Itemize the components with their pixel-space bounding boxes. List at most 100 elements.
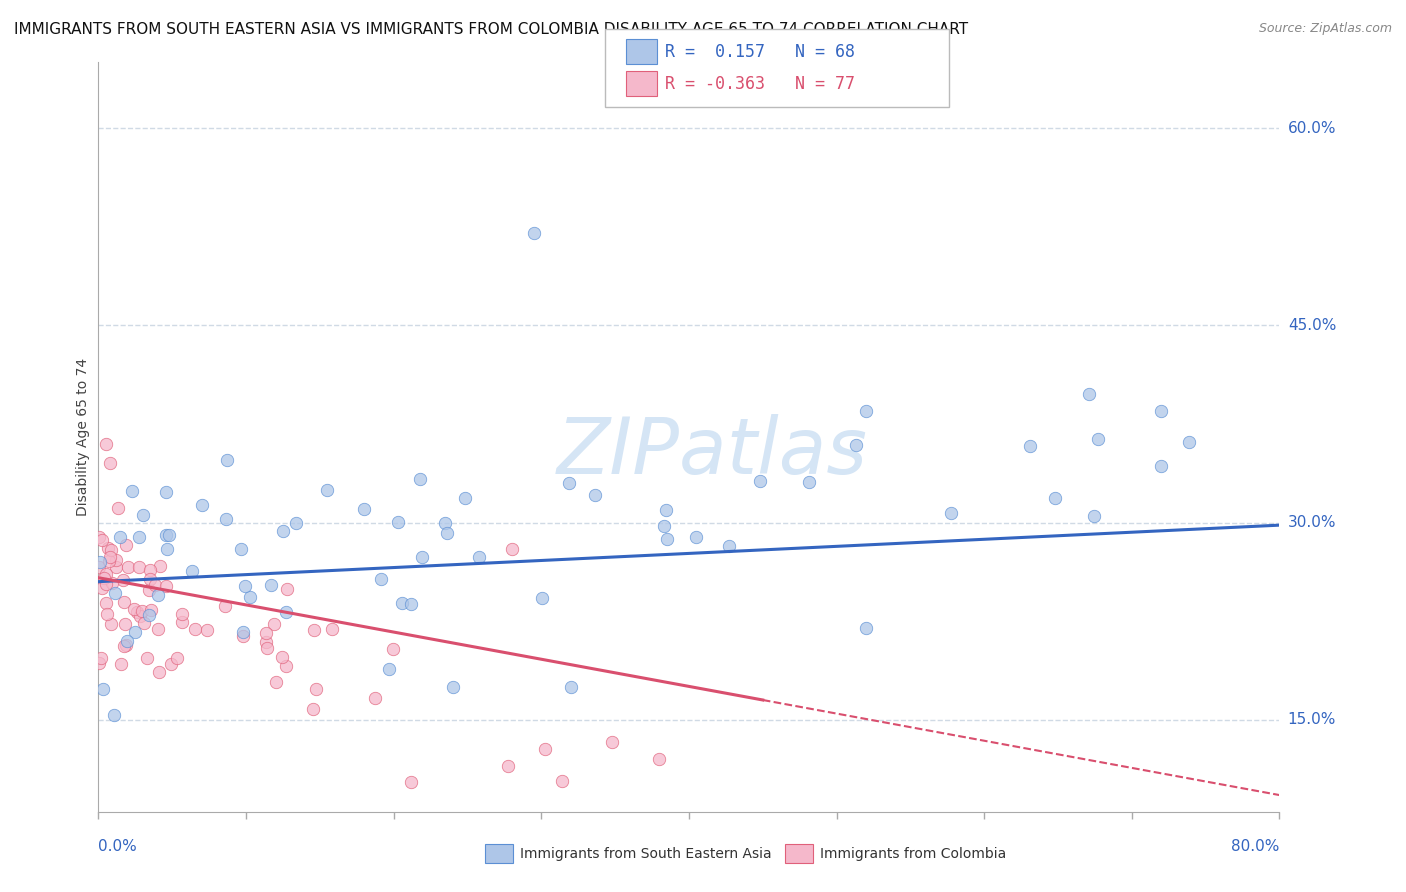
Point — [98, 550, 121, 565]
Point — [302, 623, 325, 637]
Point — [266, 675, 288, 690]
Text: Immigrants from Colombia: Immigrants from Colombia — [820, 847, 1005, 861]
Point — [89, 555, 111, 569]
Point — [115, 634, 138, 648]
Point — [160, 657, 183, 671]
Point — [271, 524, 294, 538]
Point — [139, 603, 162, 617]
Point — [87, 559, 110, 574]
Text: 0.0%: 0.0% — [98, 839, 138, 855]
Point — [114, 617, 136, 632]
Point — [685, 529, 707, 543]
Point — [717, 539, 740, 553]
Point — [166, 651, 188, 665]
Point — [1150, 459, 1173, 474]
Text: 45.0%: 45.0% — [1288, 318, 1336, 333]
Point — [124, 624, 146, 639]
Point — [1045, 491, 1067, 506]
Point — [96, 567, 118, 582]
Point — [1087, 432, 1109, 446]
Point — [1019, 439, 1042, 453]
Point — [1150, 404, 1173, 418]
Point — [122, 601, 145, 615]
Point — [399, 774, 422, 789]
Text: R =  0.157   N = 68: R = 0.157 N = 68 — [665, 43, 855, 61]
Point — [184, 622, 207, 636]
Point — [1077, 386, 1099, 401]
Point — [254, 626, 277, 640]
Point — [146, 622, 169, 636]
Point — [370, 572, 392, 586]
Point — [270, 650, 292, 665]
Point — [378, 662, 401, 676]
Point — [101, 575, 124, 590]
Point — [107, 501, 129, 516]
Text: 30.0%: 30.0% — [1288, 515, 1336, 530]
Point — [114, 537, 136, 551]
Point — [434, 516, 457, 530]
Point — [797, 475, 820, 489]
Text: IMMIGRANTS FROM SOUTH EASTERN ASIA VS IMMIGRANTS FROM COLOMBIA DISABILITY AGE 65: IMMIGRANTS FROM SOUTH EASTERN ASIA VS IM… — [14, 22, 969, 37]
Point — [129, 608, 152, 623]
Text: ZIPatlas: ZIPatlas — [557, 414, 868, 490]
Point — [143, 578, 166, 592]
Point — [128, 560, 150, 574]
Point — [128, 531, 150, 545]
Point — [600, 735, 623, 749]
Point — [657, 532, 679, 546]
Point — [104, 586, 127, 600]
Point — [96, 607, 118, 622]
Point — [91, 533, 114, 548]
Point — [111, 573, 134, 587]
Point — [138, 607, 160, 622]
Point — [232, 625, 254, 640]
Point — [127, 605, 149, 619]
Point — [530, 591, 553, 605]
Point — [148, 559, 170, 574]
Point — [156, 541, 179, 556]
Point — [855, 404, 877, 418]
Point — [157, 528, 180, 542]
Point — [454, 491, 477, 505]
Point — [91, 582, 114, 596]
Point — [409, 472, 432, 486]
Point — [238, 590, 260, 604]
Point — [648, 752, 671, 766]
Text: Source: ZipAtlas.com: Source: ZipAtlas.com — [1258, 22, 1392, 36]
Text: Immigrants from South Eastern Asia: Immigrants from South Eastern Asia — [520, 847, 772, 861]
Point — [97, 541, 120, 555]
Point — [231, 541, 253, 556]
Point — [115, 638, 138, 652]
Y-axis label: Disability Age 65 to 74: Disability Age 65 to 74 — [76, 358, 90, 516]
Point — [91, 681, 114, 696]
Point — [112, 639, 135, 653]
Point — [557, 475, 579, 490]
Point — [496, 759, 519, 773]
Point — [401, 597, 423, 611]
Point — [155, 578, 177, 592]
Point — [436, 526, 458, 541]
Point — [94, 596, 117, 610]
Point — [468, 550, 491, 565]
Point — [655, 503, 678, 517]
Point — [391, 596, 413, 610]
Point — [232, 629, 254, 643]
Point — [411, 550, 433, 565]
Point — [583, 487, 606, 501]
Point — [134, 615, 156, 630]
Point — [98, 456, 121, 470]
Point — [139, 572, 162, 586]
Point — [117, 560, 139, 574]
Point — [100, 542, 122, 557]
Point — [274, 658, 297, 673]
Point — [501, 541, 523, 556]
Point — [215, 512, 238, 526]
Point — [135, 651, 157, 665]
Point — [191, 498, 214, 512]
Text: 15.0%: 15.0% — [1288, 712, 1336, 727]
Point — [108, 530, 131, 544]
Point — [217, 453, 239, 467]
Point — [89, 530, 111, 544]
Point — [353, 502, 375, 516]
Point — [94, 436, 117, 450]
